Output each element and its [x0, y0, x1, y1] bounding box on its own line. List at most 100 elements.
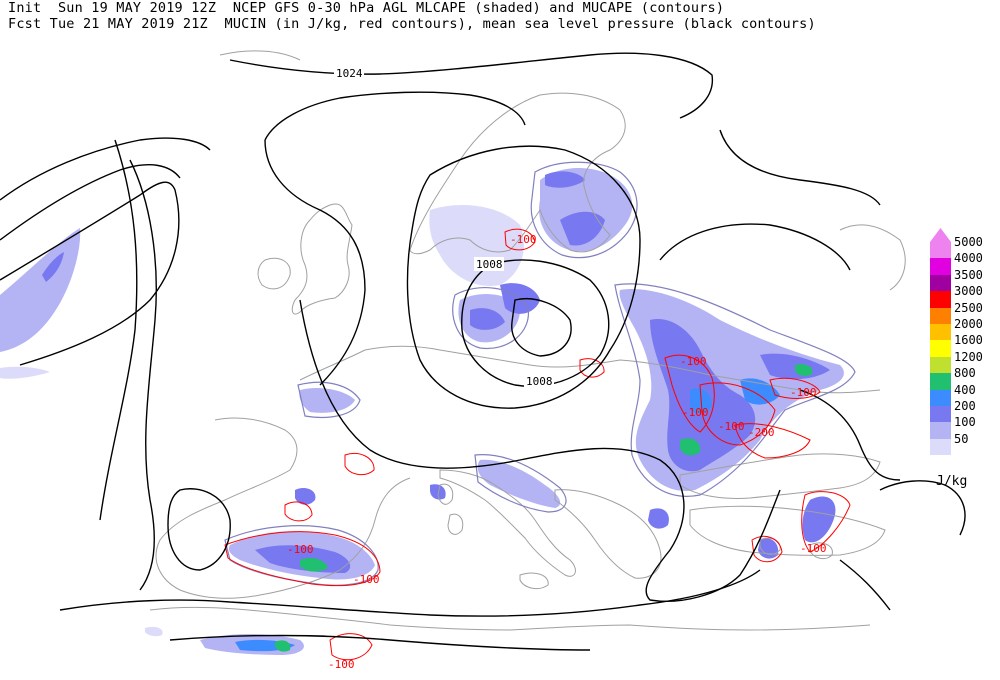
- coast-svalbard-area: [219, 50, 301, 61]
- legend-row: 800: [930, 366, 998, 390]
- isobar-atlantic-2: [0, 164, 181, 241]
- legend-label: 2000: [954, 316, 983, 331]
- isobar-label-1008-south: 1008: [526, 375, 553, 388]
- coast-balkans: [554, 489, 662, 579]
- legend-top-arrow: [930, 228, 951, 242]
- coast-iberia: [155, 417, 411, 599]
- coast-crete: [759, 537, 781, 555]
- cape-area-cyprus-coast: [802, 496, 836, 543]
- cin-contour-spain: [224, 531, 381, 587]
- legend-row: 1600: [930, 333, 998, 357]
- coast-sardinia: [447, 513, 464, 535]
- isobar-russia-mid: [659, 223, 851, 271]
- cape-core-baltic: [470, 308, 505, 330]
- isobar-atlantic-5: [99, 139, 138, 521]
- isobar-atlantic-low: [0, 181, 180, 366]
- legend-row: 5000: [930, 235, 998, 259]
- coast-italy: [439, 469, 576, 577]
- legend-label: 5000: [954, 235, 983, 249]
- mucin-contours: [224, 228, 851, 661]
- isobar-iberia-low: [167, 488, 231, 571]
- map-title-line-2: Fcst Tue 21 MAY 2019 21Z MUCIN (in J/kg,…: [8, 16, 816, 32]
- cin-label: -100: [718, 420, 745, 433]
- coast-scandinavia: [409, 92, 626, 255]
- cin-contour-russia: [769, 377, 821, 399]
- cin-contour-ukraine-west: [664, 354, 715, 433]
- isobar-med-south: [59, 569, 761, 617]
- cape-area-atlas: [145, 626, 163, 637]
- legend-label: 100: [954, 415, 976, 430]
- coast-ireland: [257, 257, 291, 290]
- legend-row: 50: [930, 432, 998, 456]
- legend-row: 4000: [930, 251, 998, 275]
- legend-rows: 5000 4000 3500 3000 2500 2000 1600 1200 800 400 20…: [930, 235, 998, 456]
- pressure-labels: 1024 1008 1008: [334, 66, 554, 388]
- cin-contour-ukraine-south: [699, 382, 776, 446]
- isobar-label-1008-north: 1008: [476, 258, 503, 271]
- legend-swatch: [930, 323, 951, 341]
- legend-swatch: [930, 389, 951, 406]
- legend-swatch: [930, 373, 951, 390]
- cin-label: -100: [353, 573, 380, 586]
- isobar-levant: [839, 559, 891, 611]
- isobar-1024: [229, 52, 714, 119]
- legend-row: 3500: [930, 268, 998, 292]
- legend-label: 4000: [954, 251, 983, 266]
- cape-area-finland: [539, 168, 633, 252]
- cin-label: -100: [682, 406, 709, 419]
- cape-area-balkans: [648, 508, 669, 529]
- legend-label: 1600: [954, 333, 983, 348]
- isobar-caspian: [799, 389, 901, 481]
- cape-legend: 5000 4000 3500 3000 2500 2000 1600 1200 800 400 20…: [930, 228, 998, 456]
- legend-row: 3000: [930, 284, 998, 308]
- coast-north-africa: [149, 606, 871, 631]
- legend-row: 200: [930, 399, 998, 423]
- coast-turkey: [689, 505, 886, 556]
- coast-sicily: [519, 572, 549, 590]
- mucape-contour-ukraine: [614, 283, 856, 497]
- isobar-1008-outer: [406, 145, 641, 409]
- cape-area-italy-north: [477, 459, 561, 508]
- cin-contour-massif: [344, 453, 375, 476]
- cin-label: -100: [287, 543, 314, 556]
- cin-contour-black-sea: [734, 423, 811, 459]
- legend-row: 400: [930, 383, 998, 406]
- mucape-contour-italy: [474, 454, 567, 513]
- coast-cyprus: [809, 542, 833, 560]
- legend-row: 1200: [930, 350, 998, 374]
- legend-label: 50: [954, 431, 969, 446]
- cin-contour-crete: [751, 536, 783, 563]
- mucape-contour-baltic: [452, 287, 529, 350]
- cape-max-morocco: [275, 640, 291, 652]
- legend-swatch: [930, 438, 951, 456]
- cin-label: -100: [790, 386, 817, 399]
- legend-label: 1200: [954, 349, 983, 364]
- legend-swatch: [930, 307, 951, 324]
- legend-label: 3000: [954, 284, 983, 299]
- cape-core-atlantic: [42, 252, 64, 282]
- isobar-east-edge: [879, 480, 966, 536]
- cin-label: -100: [680, 355, 707, 368]
- legend-swatch: [930, 422, 951, 439]
- cin-contour-poland: [579, 358, 605, 378]
- cape-area-corsica: [430, 484, 446, 500]
- mucin-labels: -100 -100 -100 -100 -100 -200 -100 -100 …: [287, 233, 827, 671]
- legend-row: 2500: [930, 301, 998, 324]
- legend-swatch: [930, 291, 951, 308]
- legend-swatch: [930, 340, 951, 357]
- legend-row: 100: [930, 415, 998, 439]
- coast-corsica: [437, 483, 454, 505]
- isobar-russia-north: [719, 129, 881, 206]
- pressure-contours: [0, 52, 966, 651]
- cin-label: -200: [748, 426, 775, 439]
- cin-label: -100: [800, 542, 827, 555]
- cape-max-spain: [300, 557, 328, 572]
- legend-label: 800: [954, 366, 976, 381]
- cin-contour-france-south: [284, 501, 313, 522]
- legend-units: J/kg: [936, 474, 968, 489]
- legend-row: 2000: [930, 317, 998, 341]
- legend-swatch: [930, 356, 951, 374]
- isobar-atlantic-ridge: [264, 139, 366, 386]
- cin-contour-turkey-east: [801, 491, 851, 553]
